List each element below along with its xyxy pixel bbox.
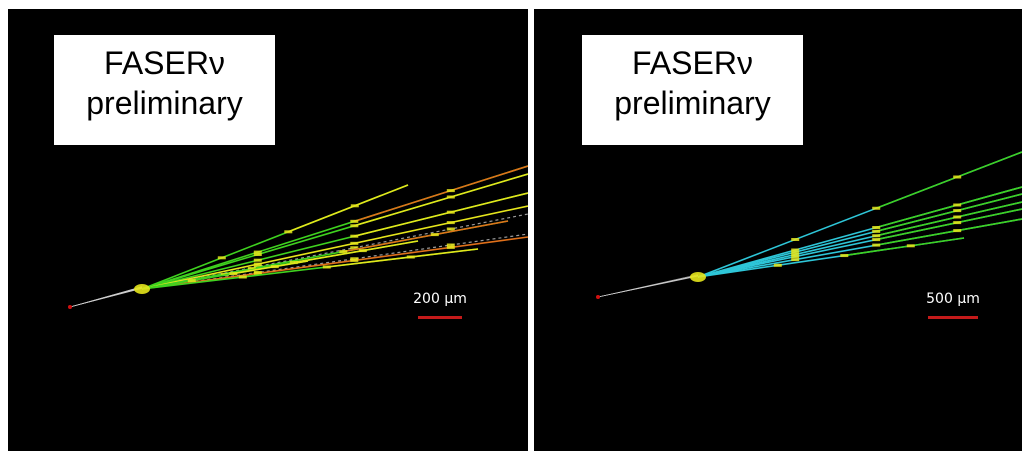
track-segment <box>446 221 455 225</box>
track-segment <box>953 221 962 225</box>
track-segment <box>253 253 262 256</box>
track-segment <box>791 238 800 241</box>
track-segment <box>406 255 415 259</box>
track-segment <box>350 204 359 208</box>
track-line <box>343 220 509 253</box>
track-line <box>876 218 1022 246</box>
track-segment <box>953 215 962 219</box>
vertex-line <box>69 288 143 308</box>
event-display-right: FASERν preliminary 500 μm <box>534 9 1022 451</box>
track-segment <box>446 243 455 247</box>
track-segment <box>253 265 262 268</box>
track-line <box>354 165 528 223</box>
track-segment <box>906 244 915 248</box>
track-segment <box>350 234 359 238</box>
track-line <box>233 260 309 275</box>
track-segment <box>953 229 962 233</box>
track-segment <box>350 241 359 245</box>
track-segment <box>791 253 800 256</box>
track-segment <box>247 267 256 271</box>
track-line <box>141 236 528 290</box>
track-segment <box>446 227 455 231</box>
track-segment <box>284 230 293 234</box>
track-line <box>875 151 1022 209</box>
track-display-right <box>596 151 1022 299</box>
track-line <box>876 193 1022 233</box>
label-title: FASERν <box>632 45 753 81</box>
scale-label: 200 μm <box>413 291 467 307</box>
track-segment <box>872 226 881 229</box>
track-segment <box>253 250 262 254</box>
track-line <box>354 173 528 227</box>
track-line <box>354 192 528 237</box>
track-segment <box>872 206 881 210</box>
track-segment <box>350 246 359 250</box>
vertex-cluster <box>690 272 706 282</box>
scale-line <box>418 316 462 319</box>
track-segment <box>953 209 962 213</box>
track-segment <box>446 195 455 199</box>
track-segment <box>446 245 455 249</box>
track-segment <box>791 250 800 254</box>
scale-label: 500 μm <box>926 291 980 307</box>
track-line <box>875 186 1022 229</box>
track-segment <box>791 258 800 262</box>
vertex-point <box>68 305 72 309</box>
track-segment <box>446 189 455 193</box>
track-segment <box>872 238 881 242</box>
scale-line <box>928 316 978 319</box>
track-segment <box>187 279 196 283</box>
track-line <box>141 205 528 290</box>
label-title: FASERν <box>104 45 225 81</box>
track-segment <box>953 175 962 179</box>
track-segment <box>872 243 881 247</box>
track-segment <box>953 203 962 207</box>
track-segment <box>773 263 782 267</box>
track-segment <box>791 255 800 259</box>
track-segment <box>217 256 226 260</box>
track-line <box>293 240 419 264</box>
vertex-cluster <box>134 284 150 294</box>
track-line <box>844 237 965 257</box>
track-segment <box>446 210 455 214</box>
track-line <box>876 208 1022 241</box>
track-segment <box>350 258 359 262</box>
event-display-left: FASERν preliminary 200 μm <box>8 9 528 451</box>
vertex-line <box>597 275 699 298</box>
track-line <box>288 184 409 233</box>
label-subtitle: preliminary <box>614 85 771 121</box>
track-segment <box>350 224 359 228</box>
track-segment <box>253 258 262 262</box>
track-line <box>326 248 479 268</box>
track-segment <box>229 272 238 276</box>
scale-bar-left: 200 μm <box>404 291 476 319</box>
track-segment <box>791 248 800 252</box>
track-display-left <box>68 165 528 309</box>
track-segment <box>358 249 367 253</box>
track-segment <box>350 257 359 261</box>
track-segment <box>430 233 439 237</box>
track-segment <box>339 250 348 254</box>
vertex-point <box>596 295 600 299</box>
track-segment <box>840 254 849 258</box>
track-segment <box>322 265 331 269</box>
track-line <box>876 201 1022 237</box>
track-segment <box>350 219 359 223</box>
track-segment <box>253 271 262 275</box>
label-subtitle: preliminary <box>86 85 243 121</box>
faser-label-left: FASERν preliminary <box>54 35 275 145</box>
track-segment <box>872 229 881 233</box>
track-segment <box>270 265 279 269</box>
track-segment <box>253 262 262 266</box>
scale-bar-right: 500 μm <box>915 291 991 319</box>
track-segment <box>872 234 881 238</box>
faser-label-right: FASERν preliminary <box>582 35 803 145</box>
track-line <box>141 233 528 290</box>
track-segment <box>238 275 247 279</box>
